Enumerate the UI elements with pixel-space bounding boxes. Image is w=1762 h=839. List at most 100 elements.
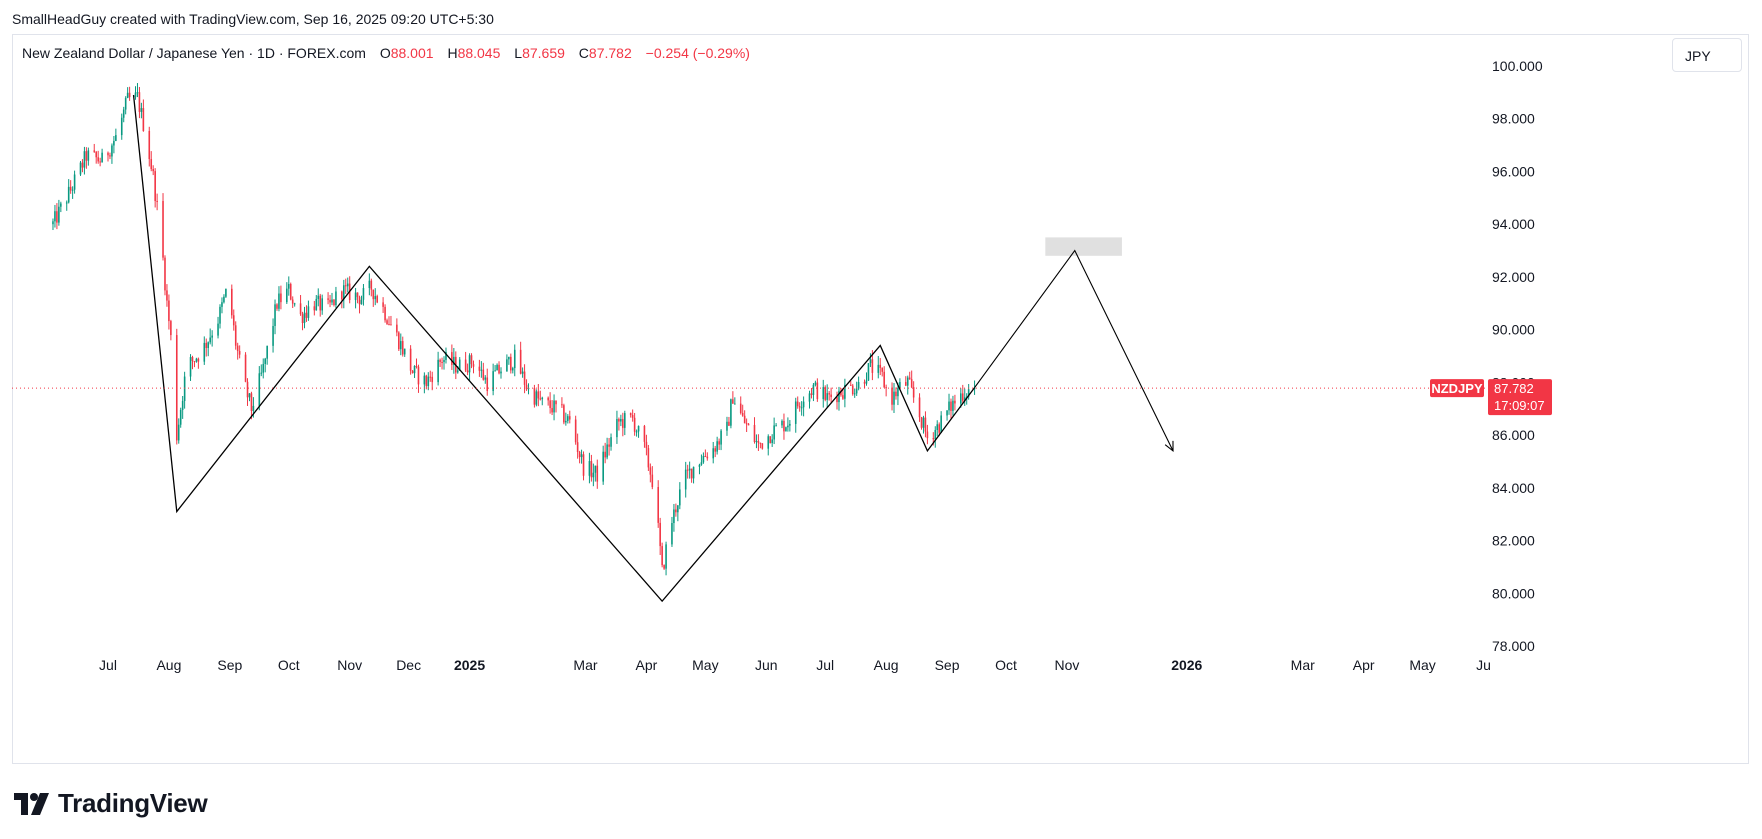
candle-body <box>553 400 555 413</box>
candle-body <box>93 150 96 152</box>
candle-body <box>920 417 923 428</box>
candle-body <box>445 352 447 360</box>
candle-body <box>124 98 127 110</box>
candle-body <box>753 424 756 442</box>
candle-body <box>344 285 347 287</box>
candle-body <box>635 431 638 433</box>
candle-body <box>126 92 129 99</box>
candle-body <box>472 364 475 367</box>
x-tick-label: Apr <box>1353 657 1375 673</box>
candle-body <box>910 379 913 388</box>
candle-body <box>934 429 937 440</box>
candle-body <box>802 401 805 408</box>
candle-body <box>844 384 846 399</box>
candle-body <box>219 306 221 324</box>
candle-body <box>453 356 455 365</box>
candle-body <box>79 162 82 175</box>
candle-body <box>785 427 787 432</box>
symbol-description: New Zealand Dollar / Japanese Yen · 1D ·… <box>22 45 366 61</box>
candle-body <box>684 469 687 490</box>
x-tick-label: Nov <box>1054 657 1079 673</box>
candle-body <box>853 393 856 395</box>
candle-body <box>620 419 622 422</box>
candle-body <box>608 444 610 447</box>
candle-body <box>301 314 304 324</box>
candle-body <box>115 135 117 141</box>
candle-body <box>451 352 453 365</box>
candle-body <box>663 565 665 569</box>
candle-body <box>885 387 887 389</box>
candle-body <box>52 221 54 225</box>
candle-body <box>623 413 626 428</box>
candle-body <box>761 443 764 449</box>
x-tick-label: May <box>692 657 718 673</box>
candle-body <box>950 401 952 411</box>
candle-body <box>370 280 373 290</box>
price-badge-group: NZDJPY 87.782 17:09:07 <box>12 379 1552 416</box>
currency-button[interactable]: JPY <box>1672 38 1742 72</box>
candle-body <box>604 451 606 458</box>
candle-body <box>948 401 950 411</box>
candle-body <box>166 290 168 301</box>
candle-body <box>561 404 563 406</box>
candle-body <box>319 295 322 311</box>
candle-body <box>618 419 620 422</box>
candle-body <box>223 296 225 303</box>
candle-body <box>128 92 131 98</box>
candle-body <box>590 461 593 478</box>
y-tick-label: 96.000 <box>1492 163 1535 179</box>
candle-body <box>413 365 416 374</box>
candle-body <box>376 296 379 303</box>
candle-body <box>168 300 170 322</box>
candle-body <box>327 298 329 300</box>
candle-body <box>423 375 426 385</box>
close-label: C <box>578 45 589 61</box>
candle-body <box>523 371 526 385</box>
candle-body <box>456 370 459 373</box>
candle-body <box>439 359 441 362</box>
candle-body <box>877 364 880 373</box>
candle-body <box>812 384 815 395</box>
y-tick-label: 78.000 <box>1492 638 1535 654</box>
candle-body <box>616 419 618 438</box>
target-zone <box>1045 237 1122 256</box>
candle-body <box>643 425 646 442</box>
y-tick-label: 86.000 <box>1492 427 1535 443</box>
projection-line[interactable] <box>974 249 1174 452</box>
target-zone-box[interactable] <box>1045 237 1122 256</box>
candle-body <box>111 145 113 157</box>
candle-body <box>248 393 251 398</box>
candle-body <box>565 420 567 423</box>
candle-body <box>610 437 612 447</box>
candle-body <box>73 174 76 190</box>
zigzag-history-line[interactable] <box>132 94 976 603</box>
candle-body <box>71 189 74 191</box>
candle-body <box>893 391 895 405</box>
candle-body <box>946 410 948 416</box>
candle-body <box>810 393 813 395</box>
candle-body <box>671 523 673 545</box>
candle-body <box>714 448 716 452</box>
candle-body <box>824 387 827 400</box>
candle-body <box>606 444 608 458</box>
candle-body <box>865 380 868 384</box>
tradingview-logo[interactable]: TradingView <box>14 788 208 819</box>
candle-body <box>236 345 239 352</box>
x-tick-label: Apr <box>636 657 658 673</box>
candle-body <box>138 92 141 112</box>
candle-body <box>443 359 445 363</box>
symbol-legend[interactable]: New Zealand Dollar / Japanese Yen · 1D ·… <box>22 45 750 61</box>
candle-body <box>120 117 123 136</box>
candle-body <box>551 408 553 413</box>
candle-body <box>181 400 184 410</box>
candle-body <box>346 283 349 287</box>
candle-body <box>299 303 302 315</box>
candle-body <box>329 299 331 303</box>
candle-body <box>152 169 154 172</box>
candle-body <box>315 298 318 311</box>
candle-body <box>904 382 907 386</box>
candle-body <box>360 299 363 305</box>
candle-body <box>170 321 172 336</box>
candle-body <box>278 293 280 309</box>
